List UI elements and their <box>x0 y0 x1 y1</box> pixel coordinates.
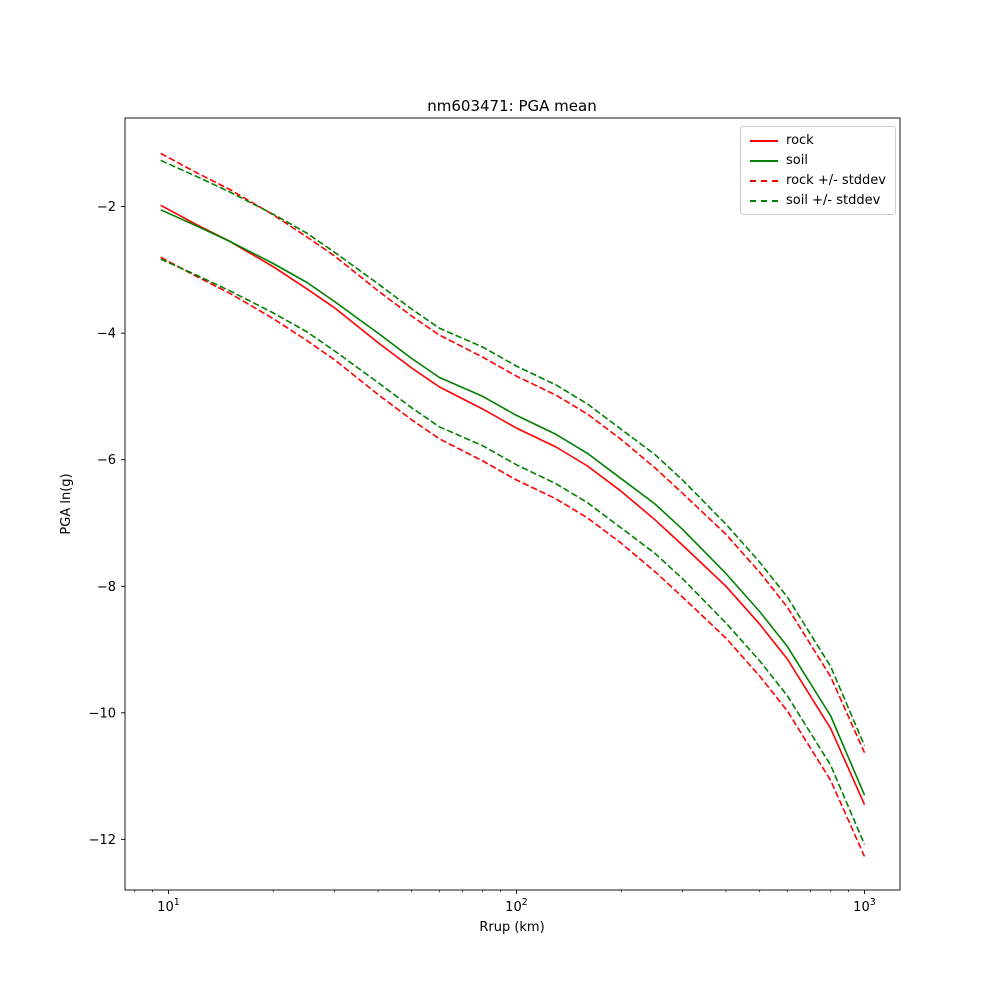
y-tick-label: −6 <box>97 453 116 468</box>
y-tick-label: −12 <box>89 833 116 848</box>
x-tick-label: 101 <box>157 897 180 915</box>
legend-item-soil: soil <box>750 153 886 168</box>
series-soil <box>160 209 866 796</box>
series-soil-minus-stddev <box>160 258 866 845</box>
legend-item-rock: rock <box>750 133 886 148</box>
series-soil-plus-stddev <box>160 159 866 747</box>
y-tick-label: −4 <box>97 327 116 342</box>
legend-line-soil <box>750 159 779 162</box>
x-tick-label: 102 <box>505 897 528 915</box>
plot-area: −2 −4 −6 −8 −10 −12 101 102 103 <box>89 117 901 915</box>
x-tick-label: 103 <box>853 897 876 915</box>
legend: rock soil rock +/- stddev soil +/- stdde… <box>740 126 896 215</box>
legend-label-rock-stddev: rock +/- stddev <box>786 173 886 188</box>
legend-item-rock-stddev: rock +/- stddev <box>750 173 886 188</box>
series-rock-minus-stddev <box>160 256 866 857</box>
y-axis-label: PGA ln(g) <box>59 473 74 534</box>
x-axis-label: Rrup (km) <box>479 920 544 935</box>
axes-frame <box>124 117 901 891</box>
chart-title: nm603471: PGA mean <box>427 97 596 115</box>
legend-item-soil-stddev: soil +/- stddev <box>750 193 886 208</box>
y-tick-label: −8 <box>97 580 116 595</box>
legend-line-soil-stddev <box>750 199 779 202</box>
series-rock <box>160 204 866 805</box>
legend-label-soil: soil <box>786 153 808 168</box>
y-tick-label: −2 <box>97 200 116 215</box>
legend-line-rock <box>750 139 779 142</box>
legend-label-rock: rock <box>786 133 814 148</box>
series-rock-plus-stddev <box>160 152 866 754</box>
legend-label-soil-stddev: soil +/- stddev <box>786 193 881 208</box>
y-tick-label: −10 <box>89 706 116 721</box>
legend-line-rock-stddev <box>750 179 779 182</box>
